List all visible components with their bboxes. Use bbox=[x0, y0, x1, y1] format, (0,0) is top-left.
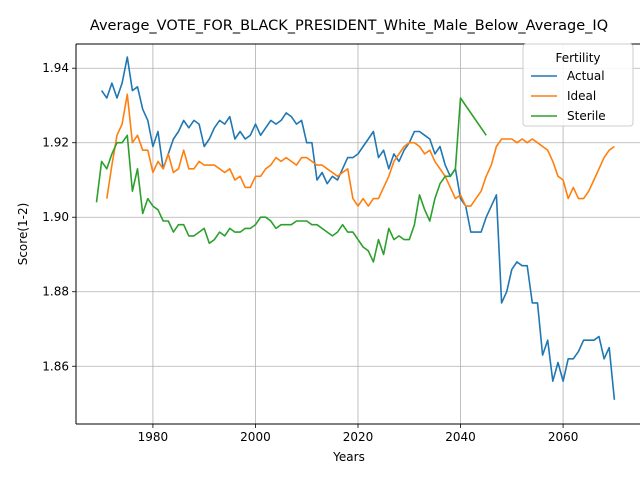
x-tick-label: 2000 bbox=[240, 430, 271, 444]
legend-item-actual: Actual bbox=[531, 69, 605, 83]
series-line-actual bbox=[100, 56, 616, 400]
series-lines bbox=[95, 56, 616, 400]
legend-box bbox=[522, 43, 634, 127]
x-tick-label: 2060 bbox=[548, 430, 579, 444]
x-tick-label: 1980 bbox=[138, 430, 169, 444]
y-tick-label: 1.86 bbox=[42, 359, 69, 373]
legend: Fertility Actual Ideal Sterile bbox=[522, 43, 634, 127]
y-tick-label: 1.94 bbox=[42, 61, 69, 75]
legend-item-ideal: Ideal bbox=[531, 89, 596, 103]
legend-label-actual: Actual bbox=[567, 69, 605, 83]
legend-item-sterile: Sterile bbox=[531, 109, 606, 123]
x-tick-label: 2040 bbox=[445, 430, 476, 444]
y-tick-label: 1.90 bbox=[42, 210, 69, 224]
x-axis-label: Years bbox=[332, 450, 365, 464]
x-tick-label: 2020 bbox=[343, 430, 374, 444]
series-line-ideal bbox=[106, 93, 615, 207]
chart-title: Average_VOTE_FOR_BLACK_PRESIDENT_White_M… bbox=[90, 18, 608, 34]
y-tick-label: 1.92 bbox=[42, 136, 69, 150]
y-tick-label: 1.88 bbox=[42, 285, 69, 299]
series-line-sterile bbox=[95, 97, 487, 263]
legend-title: Fertility bbox=[555, 51, 600, 65]
y-axis-ticks: 1.86 1.88 1.90 1.92 1.94 bbox=[42, 61, 76, 373]
y-axis-label: Score(1-2) bbox=[16, 203, 30, 266]
x-axis-ticks: 1980 2000 2020 2040 2060 bbox=[138, 424, 579, 444]
legend-label-ideal: Ideal bbox=[567, 89, 596, 103]
legend-label-sterile: Sterile bbox=[567, 109, 606, 123]
